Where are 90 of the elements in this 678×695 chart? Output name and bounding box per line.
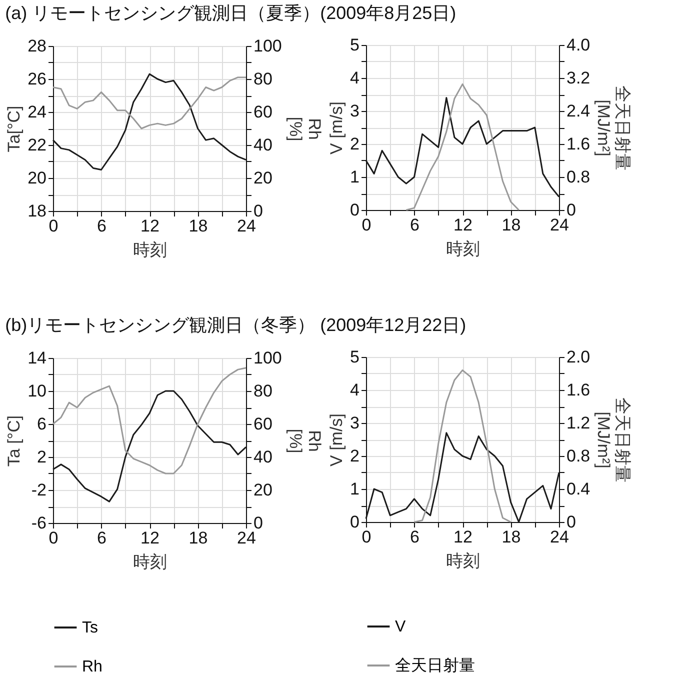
x-tick-label: 6	[97, 216, 106, 236]
y2-tick-label: 0.8	[566, 168, 590, 186]
x-tick-label: 12	[140, 528, 160, 548]
x-tick-label: 24	[550, 528, 569, 546]
y-axis-title: Ta[°C]	[4, 106, 24, 152]
y2-tick-label: 0.8	[566, 446, 590, 466]
legend-label: Ts	[82, 620, 98, 636]
y-tick-label: 1	[350, 168, 360, 186]
x-tick-label: 6	[97, 528, 106, 548]
x-tick-label: 24	[237, 216, 256, 236]
y-tick-label: 1	[350, 480, 360, 498]
y-tick-label: 0	[350, 512, 360, 532]
line-series	[414, 369, 512, 523]
y2-tick-label: 0	[254, 514, 263, 532]
x-tick-label: 6	[410, 216, 420, 234]
x-tick-label: 24	[550, 216, 569, 234]
y2-tick-label: 20	[254, 168, 272, 188]
y-tick-label: 2	[350, 446, 360, 466]
x-tick-label: 24	[237, 528, 256, 548]
x-tick-label: 12	[454, 528, 472, 546]
y-tick-label: -6	[31, 514, 46, 532]
y-tick-label: 28	[28, 36, 46, 56]
x-axis-title: 時刻	[133, 552, 167, 572]
y-tick-label: 2	[37, 448, 46, 466]
y-tick-label: 26	[28, 70, 46, 88]
y-tick-label: -2	[31, 480, 46, 500]
line-series	[52, 76, 247, 130]
y2-tick-label: 2.4	[566, 102, 590, 120]
y-tick-label: 4	[350, 68, 360, 88]
y2-tick-label: 100	[254, 36, 282, 56]
x-tick-label: 0	[48, 216, 58, 236]
y2-axis-title: 全天日射量 [MJ/m²]	[594, 86, 632, 170]
legend-label: Rh	[82, 658, 102, 676]
chart-title: (a) リモートセンシング観測日（夏季）(2009年8月25日)	[5, 3, 456, 23]
y-tick-label: 14	[28, 348, 46, 368]
line-series	[405, 83, 520, 211]
y2-tick-label: 0.4	[566, 480, 590, 498]
y-tick-label: 0	[350, 200, 360, 220]
x-axis-title: 時刻	[446, 552, 480, 570]
chart-title: (b)リモートセンシング観測日（冬季） (2009年12月22日)	[5, 315, 466, 335]
x-axis-title: 時刻	[446, 240, 480, 258]
x-tick-label: 18	[502, 528, 521, 546]
y2-axis-title: 全天日射量 [MJ/m²]	[594, 398, 632, 482]
x-tick-label: 18	[502, 216, 521, 234]
y2-tick-label: 2.0	[566, 348, 590, 366]
y2-tick-label: 20	[254, 480, 272, 500]
y-tick-label: 18	[28, 202, 46, 220]
x-tick-label: 18	[188, 528, 208, 548]
y-tick-label: 6	[37, 414, 46, 434]
x-tick-label: 6	[410, 528, 420, 546]
y2-tick-label: 1.2	[566, 414, 590, 432]
y-tick-label: 4	[350, 380, 360, 400]
x-axis-title: 時刻	[133, 240, 167, 260]
y-tick-label: 10	[28, 382, 46, 400]
y-tick-label: 3	[350, 414, 360, 432]
y-tick-label: 3	[350, 102, 360, 120]
x-tick-label: 12	[454, 216, 472, 234]
y2-tick-label: 60	[254, 414, 272, 434]
y-axis-title: V [m/s]	[327, 414, 346, 466]
y2-tick-label: 1.6	[566, 134, 590, 154]
x-tick-label: 0	[48, 528, 58, 548]
y2-tick-label: 0	[254, 202, 263, 220]
x-tick-label: 0	[362, 216, 372, 234]
y-tick-label: 5	[350, 348, 360, 366]
y-tick-label: 5	[350, 36, 360, 54]
y2-tick-label: 40	[254, 448, 272, 466]
legend-label: V	[395, 618, 406, 636]
y2-axis-title: Rh [%]	[286, 428, 324, 454]
x-tick-label: 12	[140, 216, 160, 236]
y-tick-label: 24	[28, 102, 46, 122]
y2-tick-label: 4.0	[566, 36, 590, 54]
y2-tick-label: 3.2	[566, 68, 590, 88]
y-tick-label: 20	[28, 168, 46, 188]
x-tick-label: 0	[362, 528, 372, 546]
y2-tick-label: 80	[254, 70, 272, 88]
y-axis-title: Ta [°C]	[4, 415, 24, 467]
y-axis-title: V [m/s]	[327, 102, 346, 154]
y2-tick-label: 0	[566, 512, 576, 532]
line-series	[52, 367, 247, 474]
y2-tick-label: 1.6	[566, 380, 590, 400]
x-tick-label: 18	[188, 216, 208, 236]
y2-tick-label: 40	[254, 136, 272, 154]
y-tick-label: 22	[28, 136, 46, 154]
y2-tick-label: 0	[566, 200, 576, 220]
y-tick-label: 2	[350, 134, 360, 154]
legend-label: 全天日射量	[395, 656, 475, 674]
y2-axis-title: Rh [%]	[286, 116, 324, 142]
y2-tick-label: 100	[254, 348, 282, 368]
y2-tick-label: 80	[254, 382, 272, 400]
y2-tick-label: 60	[254, 102, 272, 122]
